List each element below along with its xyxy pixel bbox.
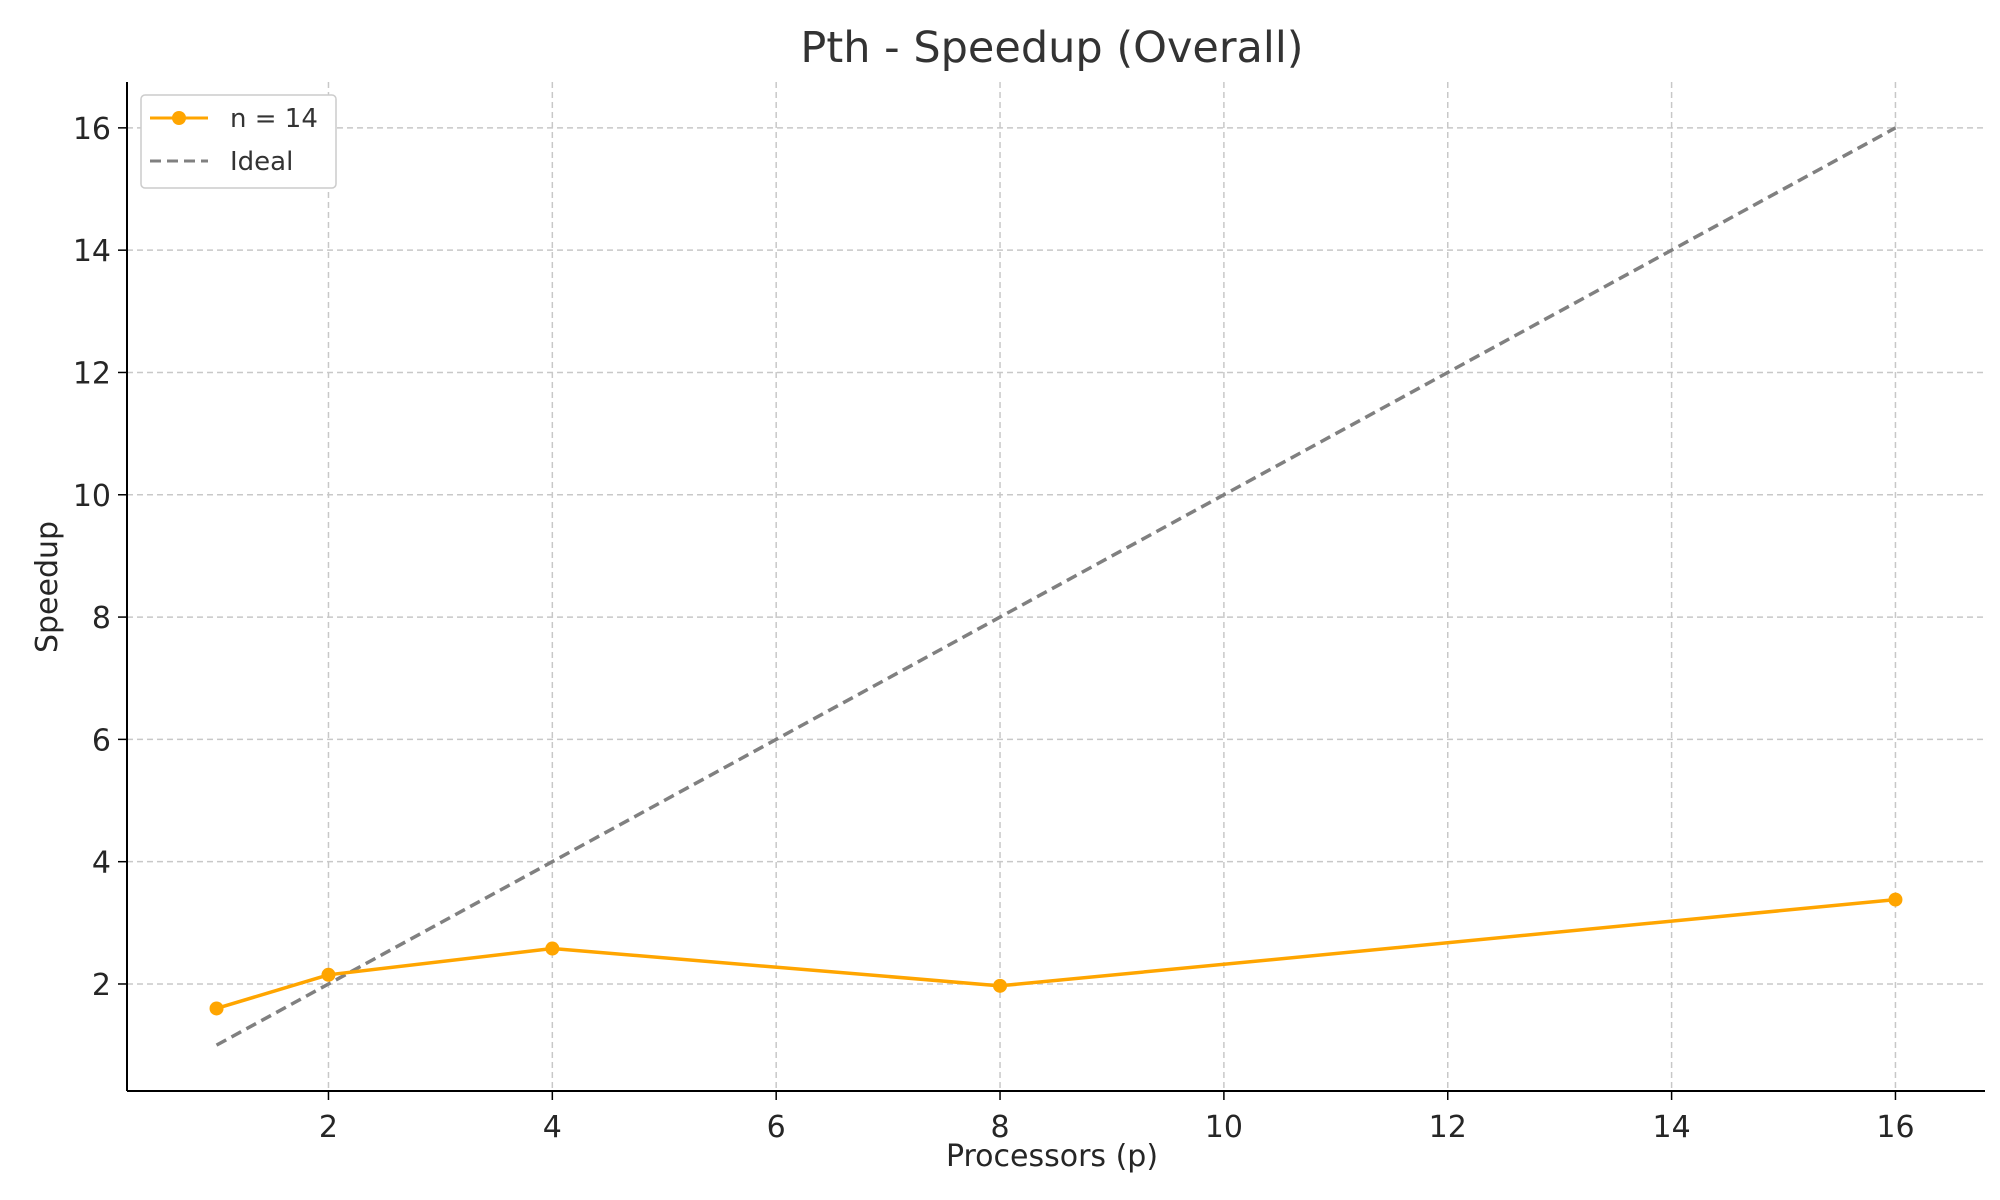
data-point-n14: [1888, 892, 1903, 907]
y-ticks: 2 4 6 8 10 12 14 16: [73, 112, 127, 1003]
data-point-n14: [545, 941, 560, 956]
series-line-ideal: [215, 126, 1897, 1047]
x-tick-label: 10: [1205, 1110, 1243, 1145]
y-tick-label: 4: [92, 846, 111, 881]
x-tick-label: 12: [1429, 1110, 1467, 1145]
y-tick-label: 16: [73, 112, 111, 147]
y-tick-label: 14: [73, 234, 111, 269]
x-axis-label: Processors (p): [946, 1139, 1158, 1174]
data-point-n14: [209, 1001, 224, 1016]
series-group: [209, 126, 1903, 1047]
data-point-n14: [993, 978, 1008, 993]
y-tick-label: 8: [92, 601, 111, 636]
y-axis-label: Speedup: [30, 521, 65, 653]
x-tick-label: 6: [767, 1110, 786, 1145]
legend-marker-n14: [172, 111, 186, 125]
x-tick-label: 8: [990, 1110, 1009, 1145]
legend-label-ideal: Ideal: [230, 147, 293, 177]
x-tick-label: 2: [319, 1110, 338, 1145]
y-tick-label: 2: [92, 968, 111, 1003]
legend: n = 14 Ideal: [140, 94, 337, 189]
y-tick-label: 6: [92, 723, 111, 758]
x-tick-label: 4: [543, 1110, 562, 1145]
y-tick-label: 12: [73, 356, 111, 391]
x-ticks: 2 4 6 8 10 12 14 16: [319, 1091, 1915, 1145]
grid-lines: [127, 82, 1985, 1091]
data-point-n14: [321, 967, 336, 982]
y-tick-label: 10: [73, 479, 111, 514]
chart-title: Pth - Speedup (Overall): [800, 23, 1303, 73]
x-tick-label: 14: [1653, 1110, 1691, 1145]
legend-label-n14: n = 14: [230, 104, 318, 134]
x-tick-label: 16: [1876, 1110, 1914, 1145]
